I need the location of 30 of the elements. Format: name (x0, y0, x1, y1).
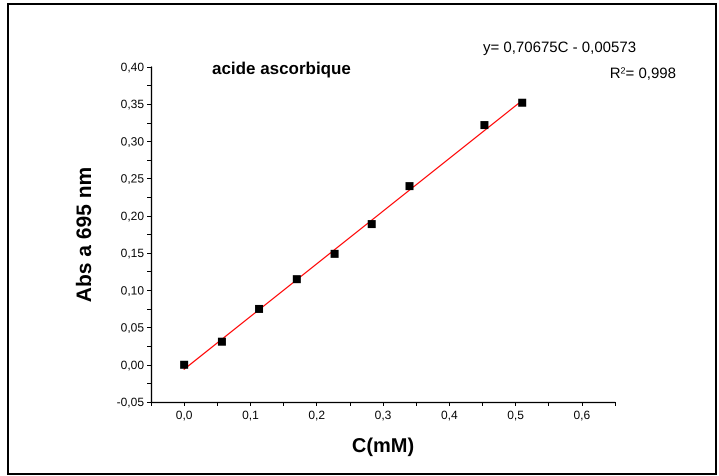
y-tick-label: 0,25 (120, 172, 144, 186)
point (368, 220, 376, 228)
x-tick-label: 0,1 (242, 408, 260, 422)
point (292, 275, 301, 284)
text: y= 0,70675C - 0,00573 (483, 39, 636, 56)
point (180, 360, 188, 369)
point (406, 182, 414, 190)
chart-title: acide ascorbique (212, 59, 351, 78)
y-tick-label: 0,10 (120, 283, 144, 298)
x-tick-label: 0,5 (507, 408, 524, 422)
y-tick-label: 0,20 (120, 208, 144, 223)
x-tick-label: 0,2 (308, 408, 326, 422)
y-tick-label: 0,35 (120, 97, 144, 112)
x-tick-label: 0,3 (374, 408, 392, 422)
x-tick-label: 0,4 (440, 408, 458, 422)
x-tick-label: 0,6 (574, 408, 591, 422)
y-tick-label: 0,05 (120, 320, 144, 335)
x-tick-label: 0,0 (176, 408, 193, 422)
point (218, 338, 226, 346)
y-tick-label: 0,30 (120, 134, 144, 148)
x-axis-title: C(mM) (352, 435, 414, 457)
point (330, 250, 339, 258)
y-tick-label: 0,00 (120, 358, 144, 372)
y-tick-label: 0,40 (120, 60, 144, 74)
point (518, 98, 526, 107)
point (255, 304, 264, 313)
y-axis-title: Abs a 695 nm (73, 166, 96, 302)
y-tick-label: -0,05 (116, 395, 144, 409)
point (480, 121, 488, 130)
y-tick-label: 0,15 (120, 246, 144, 260)
